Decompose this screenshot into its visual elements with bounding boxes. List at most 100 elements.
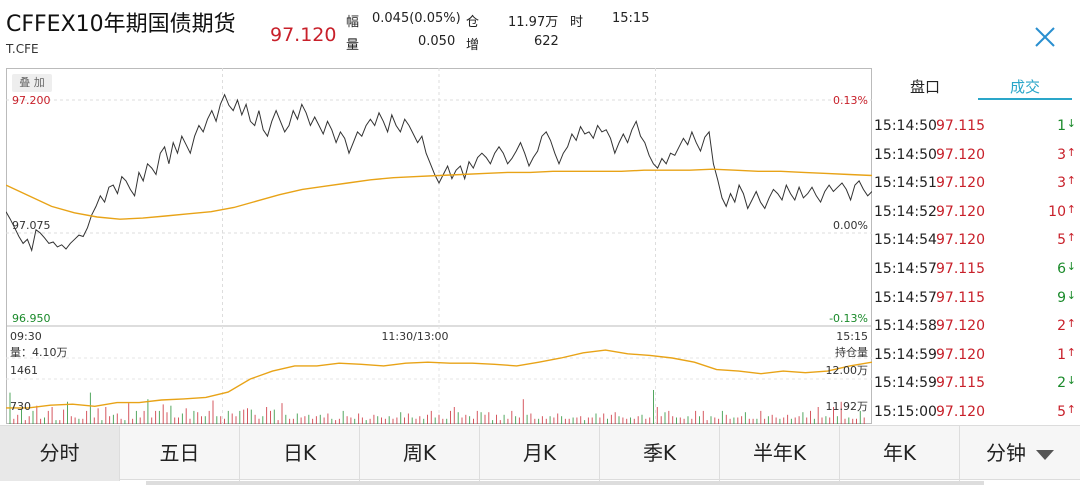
volume-label: 量：4.10万 xyxy=(10,346,68,359)
arrow-up-icon: ↑ xyxy=(1066,345,1076,359)
stat-shi-value: 15:15 xyxy=(612,11,650,26)
chevron-down-icon xyxy=(1036,449,1054,460)
arrow-down-icon: ↓ xyxy=(1066,374,1076,388)
trade-row: 15:15:00 97.120 5 ↑ xyxy=(874,398,1080,427)
average-price-line xyxy=(6,168,872,220)
tab-wuri[interactable]: 五日 xyxy=(120,426,240,481)
arrow-up-icon: ↑ xyxy=(1066,317,1076,331)
trade-volume: 9 xyxy=(1057,289,1066,306)
open-interest-label: 持仓量 xyxy=(835,345,868,359)
stat-zeng-value: 622 xyxy=(534,34,559,49)
tab-fenshi[interactable]: 分时 xyxy=(0,426,120,481)
stat-cang-value: 11.97万 xyxy=(508,15,559,30)
y-left-top-label: 97.200 xyxy=(12,94,51,107)
trade-row: 15:14:58 97.120 2 ↑ xyxy=(874,312,1080,341)
trade-row: 15:14:51 97.120 3 ↑ xyxy=(874,169,1080,198)
tab-fenzhong-label: 分钟 xyxy=(986,441,1026,465)
trade-time: 15:15:00 xyxy=(874,403,937,420)
stat-zeng-label: 增 xyxy=(466,38,480,53)
stat-shi-label: 时 xyxy=(570,15,584,30)
volume-max-label: 1461 xyxy=(10,364,38,377)
trade-time: 15:14:51 xyxy=(874,175,937,192)
open-interest-bottom-label: 11.92万 xyxy=(826,400,869,413)
close-icon[interactable] xyxy=(1028,20,1062,54)
arrow-up-icon: ↑ xyxy=(1066,174,1076,188)
trade-volume: 10 xyxy=(1048,203,1066,220)
tab-yuek[interactable]: 月K xyxy=(480,426,600,481)
trade-row: 15:14:57 97.115 9 ↓ xyxy=(874,284,1080,313)
y-right-top-label: 0.13% xyxy=(833,94,868,107)
tab-fenzhong[interactable]: 分钟 xyxy=(960,426,1080,481)
y-left-bottom-label: 96.950 xyxy=(12,312,51,325)
trade-row: 15:14:50 97.115 1 ↓ xyxy=(874,112,1080,141)
trade-time: 15:14:57 xyxy=(874,289,937,306)
trade-row: 15:14:52 97.120 10 ↑ xyxy=(874,198,1080,227)
trade-row: 15:14:57 97.115 6 ↓ xyxy=(874,255,1080,284)
trade-price: 97.115 xyxy=(936,289,985,306)
trade-volume: 3 xyxy=(1057,146,1066,163)
tab-chengjiao[interactable]: 成交 xyxy=(1010,78,1041,96)
stat-cang-label: 仓 xyxy=(466,15,480,30)
trade-price: 97.120 xyxy=(936,175,985,192)
trade-volume: 1 xyxy=(1057,346,1066,363)
active-tab-underline xyxy=(978,98,1072,100)
horizontal-scrollbar[interactable] xyxy=(146,481,984,485)
stat-liang-value: 0.050 xyxy=(418,34,456,49)
arrow-up-icon: ↑ xyxy=(1066,145,1076,159)
arrow-up-icon: ↑ xyxy=(1066,202,1076,216)
trade-volume: 5 xyxy=(1057,403,1066,420)
tab-zhouk[interactable]: 周K xyxy=(360,426,480,481)
trade-time: 15:14:54 xyxy=(874,232,937,249)
trade-list: 15:14:50 97.115 1 ↓ 15:14:50 97.120 3 ↑ 15:14:51… xyxy=(874,112,1080,427)
trade-row: 15:14:50 97.120 3 ↑ xyxy=(874,141,1080,170)
tab-pankou[interactable]: 盘口 xyxy=(910,78,941,96)
tab-niank[interactable]: 年K xyxy=(840,426,960,481)
intraday-chart[interactable]: 97.200 97.075 96.950 0.13% 0.00% -0.13% 09:30 1… xyxy=(6,68,872,424)
y-right-mid-label: 0.00% xyxy=(833,219,868,232)
quote-header: CFFEX10年期国债期货 97.120 T.CFE 幅 0.045(0.05%… xyxy=(0,0,1080,66)
trade-volume: 5 xyxy=(1057,232,1066,249)
trade-row: 15:14:59 97.115 2 ↓ xyxy=(874,369,1080,398)
overlay-button[interactable]: 叠 加 xyxy=(12,74,52,92)
tab-jik[interactable]: 季K xyxy=(600,426,720,481)
arrow-up-icon: ↑ xyxy=(1066,231,1076,245)
trade-time: 15:14:50 xyxy=(874,146,937,163)
time-mid-label: 11:30/13:00 xyxy=(381,330,448,343)
tab-rik[interactable]: 日K xyxy=(240,426,360,481)
trade-price: 97.120 xyxy=(936,146,985,163)
trade-time: 15:14:59 xyxy=(874,346,937,363)
arrow-up-icon: ↑ xyxy=(1066,402,1076,416)
trade-time: 15:14:52 xyxy=(874,203,937,220)
last-price: 97.120 xyxy=(270,24,337,46)
stat-liang-label: 量 xyxy=(346,38,360,53)
arrow-down-icon: ↓ xyxy=(1066,288,1076,302)
period-tabs: 分时 五日 日K 周K 月K 季K 半年K 年K 分钟 xyxy=(0,425,1080,481)
trade-panel: 盘口 成交 15:14:50 97.115 1 ↓ 15:14:50 97.120 3 ↑ 15… xyxy=(874,68,1080,424)
trade-volume: 1 xyxy=(1057,118,1066,134)
open-interest-line xyxy=(6,349,872,409)
trade-price: 97.115 xyxy=(936,260,985,277)
time-end-label: 15:15 xyxy=(836,330,868,343)
stat-fu-value: 0.045(0.05%) xyxy=(372,11,461,26)
trade-price: 97.120 xyxy=(936,346,985,363)
open-interest-top-label: 12.00万 xyxy=(826,364,869,377)
time-start-label: 09:30 xyxy=(10,330,42,343)
instrument-title: CFFEX10年期国债期货 xyxy=(6,12,236,37)
trade-price: 97.120 xyxy=(936,203,985,220)
trade-price: 97.115 xyxy=(936,375,985,392)
chart-svg: 97.200 97.075 96.950 0.13% 0.00% -0.13% 09:30 1… xyxy=(6,68,872,424)
trade-row: 15:14:54 97.120 5 ↑ xyxy=(874,226,1080,255)
trade-volume: 6 xyxy=(1057,260,1066,277)
tab-bannian-k[interactable]: 半年K xyxy=(720,426,840,481)
y-right-bottom-label: -0.13% xyxy=(829,312,868,325)
arrow-down-icon: ↓ xyxy=(1066,259,1076,273)
arrow-down-icon: ↓ xyxy=(1066,117,1076,130)
price-line xyxy=(6,93,872,253)
stat-fu-label: 幅 xyxy=(346,15,360,30)
y-left-mid-label: 97.075 xyxy=(12,219,51,232)
trade-row: 15:14:59 97.120 1 ↑ xyxy=(874,341,1080,370)
trade-price: 97.115 xyxy=(936,118,985,134)
trade-price: 97.120 xyxy=(936,403,985,420)
trade-time: 15:14:50 xyxy=(874,118,937,134)
trade-time: 15:14:58 xyxy=(874,318,937,335)
